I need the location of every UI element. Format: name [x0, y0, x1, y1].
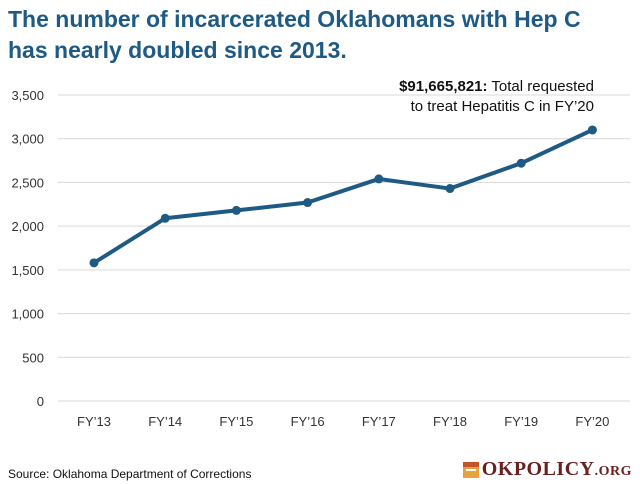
x-tick-label: FY’18 — [433, 414, 467, 429]
annotation-amount: $91,665,821: — [399, 78, 488, 95]
x-tick-label: FY’15 — [219, 414, 253, 429]
data-points — [89, 125, 597, 268]
x-axis-ticks: FY’13 FY’14 FY’15 FY’16 FY’17 FY’18 FY’19 FY’20 — [77, 414, 609, 429]
x-tick-label: FY’20 — [575, 414, 609, 429]
chart-annotation: $91,665,821: Total requested to treat He… — [399, 77, 594, 117]
data-point — [231, 205, 241, 215]
data-point — [89, 258, 99, 268]
series-line — [92, 127, 595, 265]
data-point — [587, 125, 597, 135]
x-tick-label: FY’17 — [362, 414, 396, 429]
y-axis-ticks: 0 500 1,000 1,500 2,000 2,500 3,000 3,500 — [11, 88, 44, 409]
chart-title-line-1: The number of incarcerated Oklahomans wi… — [8, 6, 581, 32]
y-tick-label: 2,000 — [11, 219, 44, 234]
logo-name: OKPOLICY — [481, 458, 595, 480]
y-tick-label: 3,500 — [11, 88, 44, 103]
data-point — [160, 213, 170, 223]
x-tick-label: FY’13 — [77, 414, 111, 429]
logo-wordmark: OKPOLICY.ORG — [482, 458, 632, 481]
y-tick-label: 1,500 — [11, 263, 44, 278]
data-point — [303, 198, 313, 208]
source-note: Source: Oklahoma Department of Correctio… — [8, 467, 252, 481]
okpolicy-logo[interactable]: OKPOLICY.ORG — [462, 458, 632, 481]
x-tick-label: FY’14 — [148, 414, 182, 429]
data-point — [445, 184, 455, 194]
y-tick-label: 2,500 — [11, 175, 44, 190]
chart-title-line-2: has nearly doubled since 2013. — [8, 37, 347, 63]
logo-suffix: .ORG — [594, 464, 632, 479]
oklahoma-flag-icon — [462, 461, 479, 478]
gridlines — [58, 94, 630, 402]
y-tick-label: 3,000 — [11, 132, 44, 147]
data-point — [516, 158, 526, 168]
y-tick-label: 500 — [22, 350, 44, 365]
y-tick-label: 1,000 — [11, 307, 44, 322]
data-point — [374, 174, 384, 184]
x-tick-label: FY’16 — [291, 414, 325, 429]
annotation-text-a: Total requested — [491, 78, 594, 95]
chart-title: The number of incarcerated Oklahomans wi… — [8, 4, 628, 66]
y-tick-label: 0 — [37, 394, 44, 409]
x-tick-label: FY’19 — [504, 414, 538, 429]
annotation-text-b: to treat Hepatitis C in FY’20 — [410, 98, 594, 115]
